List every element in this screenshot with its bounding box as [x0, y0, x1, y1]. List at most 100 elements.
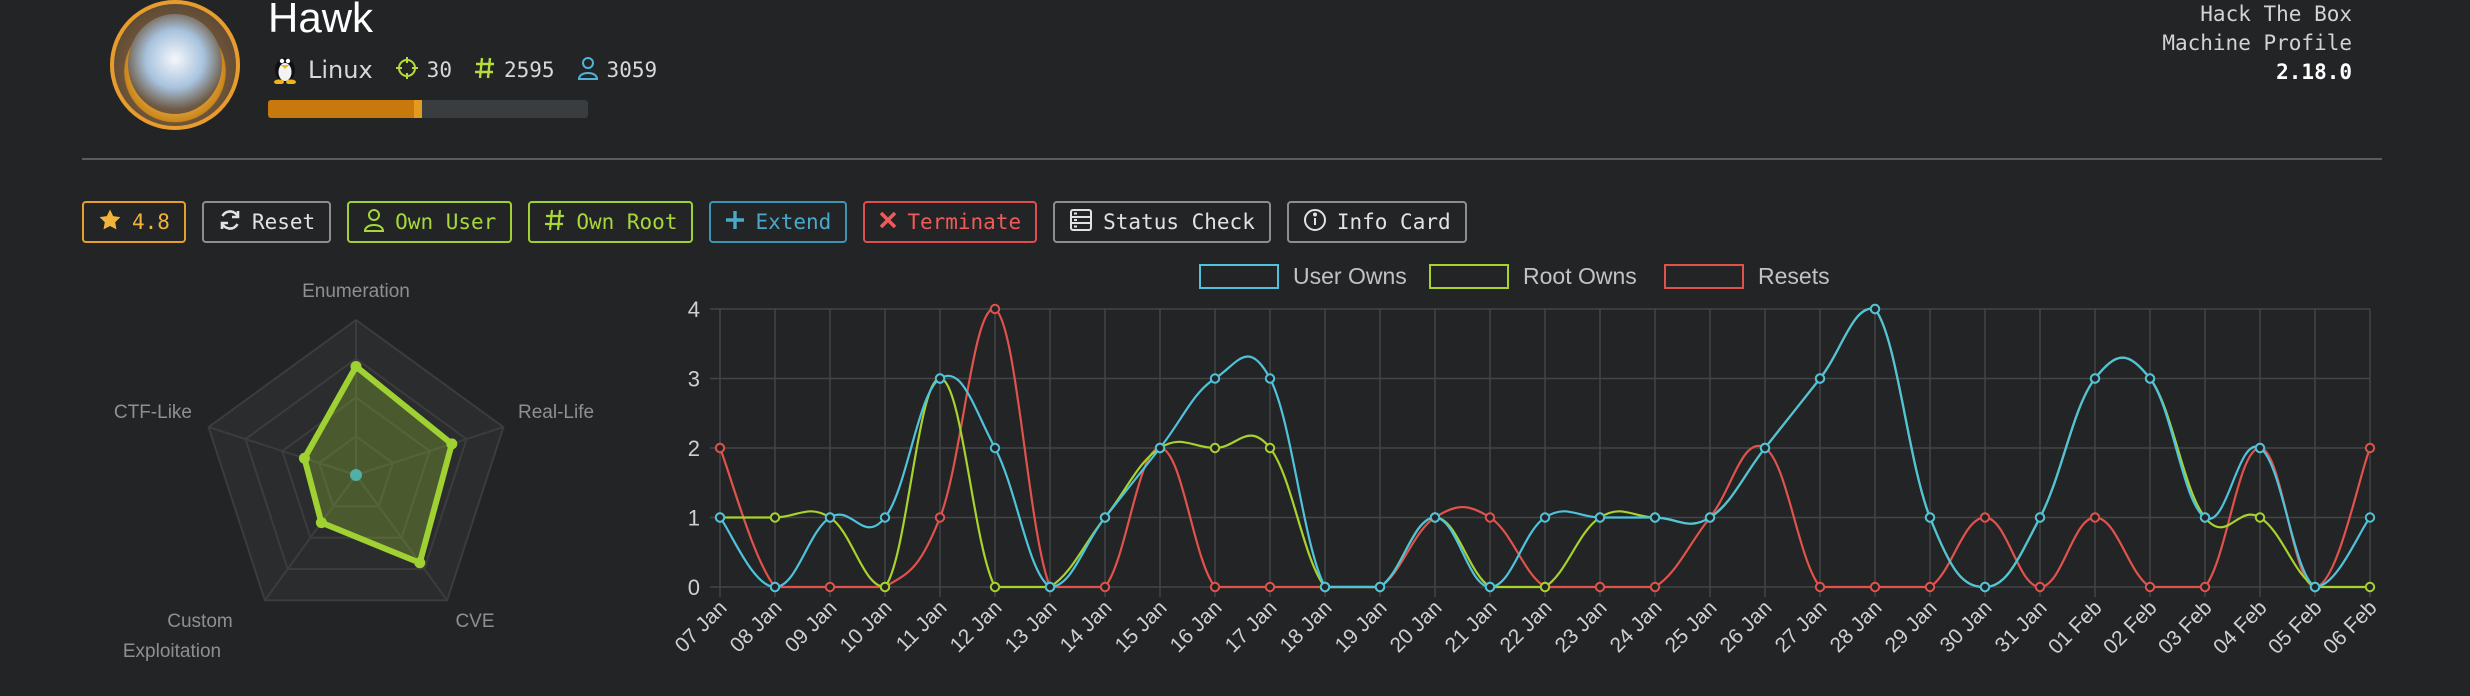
data-point	[1099, 581, 1111, 593]
x-tick-label: 17 Jan	[1221, 596, 1282, 657]
data-point	[1374, 581, 1386, 593]
terminate-label: Terminate	[907, 210, 1022, 234]
own-root-button[interactable]: Own Root	[528, 201, 694, 243]
y-tick-label: 0	[688, 575, 700, 600]
data-point	[2199, 512, 2211, 523]
radar-grid-ring	[244, 357, 468, 571]
data-point	[1924, 512, 1936, 523]
data-point	[1979, 512, 1991, 523]
rating-button[interactable]: 4.8	[82, 201, 186, 243]
x-tick-label: 27 Jan	[1771, 596, 1832, 657]
x-tick-label: 09 Jan	[781, 596, 842, 657]
x-tick-label: 13 Jan	[1001, 596, 1062, 657]
terminate-button[interactable]: Terminate	[863, 201, 1038, 243]
progress-bar	[268, 100, 588, 118]
data-point	[2364, 581, 2376, 593]
radar-axis-label: Real-Life	[518, 402, 594, 423]
legend-swatch	[1199, 264, 1279, 289]
linux-penguin-icon	[270, 52, 300, 89]
reset-button[interactable]: Reset	[201, 201, 332, 243]
data-point	[1814, 581, 1826, 593]
data-point	[1429, 512, 1441, 523]
info-card-button[interactable]: Info Card	[1286, 201, 1467, 243]
star-icon	[98, 208, 122, 237]
legend-swatch	[1664, 264, 1744, 289]
status-check-label: Status Check	[1103, 210, 1255, 234]
x-tick-label: 07 Jan	[671, 596, 732, 657]
data-point	[879, 581, 891, 593]
data-point	[2254, 512, 2266, 523]
data-point	[1484, 581, 1496, 593]
tool-name: Hack The Box	[2200, 2, 2352, 26]
data-point	[1209, 442, 1221, 454]
hawk-avatar-image	[128, 14, 222, 114]
data-point	[2089, 373, 2101, 384]
header-divider	[82, 158, 2382, 160]
data-point	[2144, 373, 2156, 384]
x-tick-label: 02 Feb	[2099, 596, 2162, 659]
x-tick-label: 25 Jan	[1661, 596, 1722, 657]
extend-button[interactable]: Extend	[709, 201, 848, 243]
data-point	[2034, 512, 2046, 523]
hash-icon	[474, 56, 496, 85]
data-point	[1539, 581, 1551, 593]
data-point	[989, 442, 1001, 454]
root-owns-value: 2595	[503, 58, 555, 82]
data-point	[1594, 581, 1606, 593]
radar-center-point	[350, 469, 362, 481]
x-tick-label: 12 Jan	[946, 596, 1007, 657]
data-point	[1594, 512, 1606, 523]
tool-subtitle: Machine Profile	[2162, 31, 2352, 55]
x-tick-label: 15 Jan	[1111, 596, 1172, 657]
refresh-icon	[218, 208, 242, 237]
rating-value: 4.8	[132, 210, 170, 234]
radar-spoke	[355, 474, 448, 601]
x-tick-label: 04 Feb	[2209, 596, 2272, 659]
reset-label: Reset	[251, 210, 316, 234]
data-point	[989, 581, 1001, 593]
y-tick-label: 3	[688, 367, 700, 392]
data-point	[1319, 581, 1331, 593]
info-card-label: Info Card	[1336, 210, 1451, 234]
radar-axis-label: CVE	[455, 611, 494, 632]
data-point	[1979, 581, 1991, 593]
x-tick-label: 29 Jan	[1881, 596, 1942, 657]
data-point	[769, 512, 781, 523]
data-point	[1209, 373, 1221, 384]
user-icon	[577, 56, 599, 85]
radar-grid-ring	[317, 435, 395, 508]
y-tick-label: 1	[688, 506, 700, 531]
machine-stats: Linux 30 2595 3059	[270, 52, 671, 88]
os-label: Linux	[308, 56, 373, 84]
x-tick-label: 16 Jan	[1166, 596, 1227, 657]
x-tick-label: 10 Jan	[836, 596, 897, 657]
radar-point	[414, 557, 426, 569]
data-point	[2254, 442, 2266, 454]
status-check-button[interactable]: Status Check	[1053, 201, 1271, 243]
data-point	[2034, 581, 2046, 593]
x-tick-label: 03 Feb	[2154, 596, 2217, 659]
user-owns-value: 3059	[606, 58, 658, 82]
own-user-label: Own User	[395, 210, 497, 234]
own-user-button[interactable]: Own User	[347, 201, 513, 243]
machine-name: Hawk	[268, 0, 374, 41]
data-point	[2144, 581, 2156, 593]
data-point	[824, 581, 836, 593]
action-toolbar: 4.8 Reset Own User Own Root	[82, 201, 1467, 243]
data-point	[1869, 303, 1881, 315]
data-point	[824, 512, 836, 523]
radar-axis-label: CTF-Like	[114, 402, 192, 423]
hash-icon	[544, 208, 566, 237]
radar-axis-label-line: Exploitation	[123, 641, 221, 662]
close-icon	[879, 210, 897, 234]
x-tick-label: 14 Jan	[1056, 596, 1117, 657]
radar-chart: Enumeration Real-Life CVE Custom Exploitatio…	[114, 281, 594, 662]
radar-grid-ring	[207, 318, 505, 602]
points-value: 30	[426, 58, 452, 82]
y-tick-label: 2	[688, 436, 700, 461]
machine-avatar	[110, 0, 240, 130]
data-point	[1869, 581, 1881, 593]
own-root-label: Own Root	[576, 210, 678, 234]
radar-spoke	[264, 474, 357, 601]
